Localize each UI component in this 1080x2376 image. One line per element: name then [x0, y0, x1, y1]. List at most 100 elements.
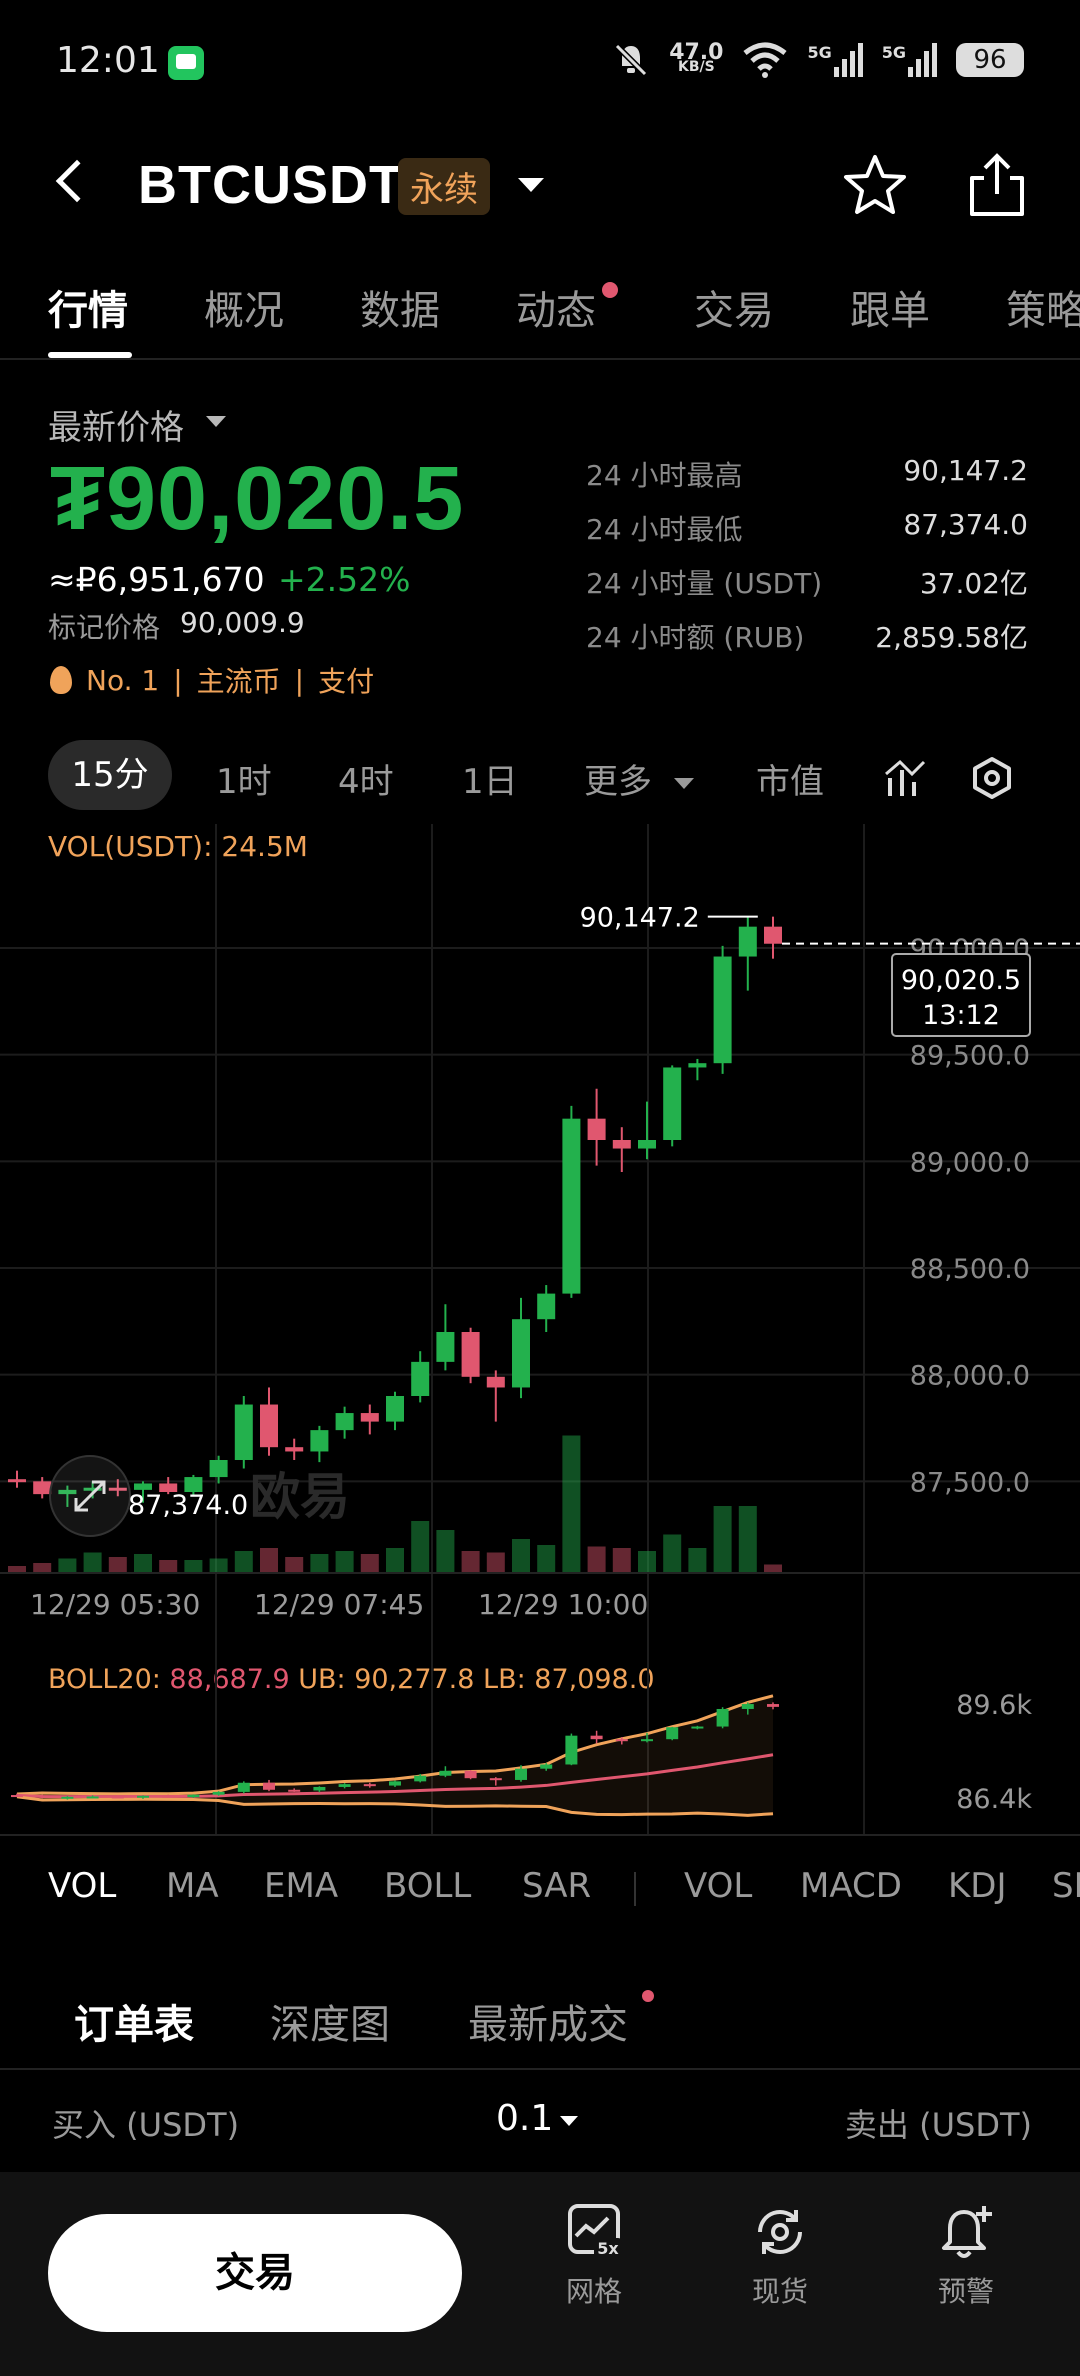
sub-indicator-kdj[interactable]: KDJ: [948, 1866, 1007, 1906]
time-axis: 12/29 05:30 12/29 07:45 12/29 10:00: [0, 1572, 1080, 1640]
y-tick-label: 87,500.0: [910, 1467, 1030, 1498]
candle-body: [159, 1483, 178, 1492]
volume-bar: [360, 1554, 379, 1572]
candle-body: [486, 1376, 505, 1388]
volume-bar: [713, 1506, 732, 1572]
status-time: 12:01: [56, 40, 160, 81]
indicator-sar[interactable]: SAR: [522, 1866, 592, 1906]
candle-body: [638, 1140, 656, 1149]
tab-depth-chart[interactable]: 深度图: [270, 2002, 390, 2048]
volume-label: VOL(USDT): 24.5M: [48, 830, 308, 863]
mini-candle-body: [212, 1791, 225, 1795]
volume-bar: [663, 1534, 682, 1572]
indicator-divider: [634, 1872, 636, 1906]
interval-15m[interactable]: 15分: [48, 740, 172, 810]
share-icon[interactable]: [966, 152, 1028, 218]
tab-strategy[interactable]: 策略: [1006, 288, 1080, 334]
interval-1d[interactable]: 1日: [462, 762, 518, 802]
candle-body: [688, 1063, 707, 1068]
payment-tag[interactable]: 支付: [318, 665, 375, 698]
order-book-header: 买入 (USDT) 0.1 卖出 (USDT): [0, 2070, 1080, 2174]
interval-more[interactable]: 更多: [584, 762, 652, 802]
candle-body: [738, 926, 757, 957]
stat-24h-volume: 24 小时量 (USDT) 37.02亿: [586, 567, 1028, 600]
candle-body: [260, 1404, 278, 1448]
volume-bar: [738, 1506, 757, 1572]
candle-body: [134, 1483, 152, 1490]
back-arrow-icon[interactable]: [55, 159, 99, 203]
candlestick-chart[interactable]: 90,000.089,500.089,000.088,500.088,000.0…: [0, 824, 1080, 1640]
grid-button[interactable]: 5x 网格: [534, 2202, 654, 2310]
latest-price-label[interactable]: 最新价格: [48, 408, 184, 448]
candle-body: [587, 1118, 606, 1140]
indicator-ma[interactable]: MA: [166, 1866, 219, 1906]
trade-button[interactable]: 交易: [48, 2214, 462, 2332]
sub-indicator-vol[interactable]: VOL: [684, 1866, 753, 1906]
interval-4h[interactable]: 4时: [338, 762, 394, 802]
candle-body: [663, 1067, 682, 1140]
chevron-down-icon[interactable]: [674, 778, 694, 789]
volume-bar: [461, 1551, 480, 1572]
tab-trade[interactable]: 交易: [694, 288, 774, 334]
tab-recent-trades[interactable]: 最新成交: [468, 2002, 628, 2048]
volume-bar: [310, 1554, 329, 1572]
tab-order-book[interactable]: 订单表: [74, 2002, 194, 2048]
indicator-ema[interactable]: EMA: [264, 1866, 339, 1906]
low-price-label: 87,374.0: [128, 1490, 248, 1521]
tab-market[interactable]: 行情: [48, 288, 128, 334]
chevron-down-icon[interactable]: [560, 2116, 578, 2126]
feed-notification-dot: [602, 282, 618, 298]
coin-tags: No. 1 | 主流币 | 支付: [50, 660, 374, 700]
volume-bar: [260, 1548, 278, 1572]
y-tick-label: 88,000.0: [910, 1361, 1030, 1392]
interval-1h[interactable]: 1时: [216, 762, 272, 802]
candle-body: [713, 956, 732, 1064]
indicator-chart-icon[interactable]: [884, 758, 926, 798]
boll-band-fill: [17, 1695, 773, 1816]
candle-body: [360, 1413, 379, 1422]
tab-copy-trading[interactable]: 跟单: [850, 288, 930, 334]
candle-body: [461, 1332, 480, 1377]
symbol-dropdown-icon[interactable]: [518, 178, 544, 192]
mini-candle-body: [187, 1794, 200, 1798]
boll-axis-high: 89.6k: [956, 1690, 1032, 1721]
tab-data[interactable]: 数据: [360, 288, 440, 334]
symbol-title[interactable]: BTCUSDT: [138, 155, 403, 215]
mini-candle-body: [767, 1704, 779, 1707]
spot-button[interactable]: 现货: [720, 2202, 840, 2310]
tab-overview[interactable]: 概况: [204, 288, 284, 334]
mainstream-tag[interactable]: 主流币: [196, 665, 281, 698]
volume-bar: [108, 1557, 127, 1572]
tag-separator: |: [173, 663, 183, 697]
boll-lower-line: [16, 1795, 774, 1817]
alert-button[interactable]: 预警: [906, 2202, 1026, 2310]
indicator-vol[interactable]: VOL: [48, 1866, 117, 1906]
stat-24h-low: 24 小时最低 87,374.0: [586, 508, 1028, 546]
sell-column-label: 卖出 (USDT): [844, 2106, 1032, 2144]
volume-bar: [638, 1551, 656, 1572]
market-cap-toggle[interactable]: 市值: [756, 762, 824, 802]
chart-settings-icon[interactable]: [970, 756, 1014, 800]
sub-indicator-macd[interactable]: MACD: [800, 1866, 902, 1906]
indicator-boll[interactable]: BOLL: [384, 1866, 472, 1906]
volume-bar: [134, 1554, 152, 1572]
mark-price-value: 90,009.9: [180, 606, 305, 639]
mute-bell-icon: [615, 43, 648, 77]
candle-body: [411, 1361, 430, 1396]
precision-selector[interactable]: 0.1: [496, 2098, 554, 2139]
volume-bar: [562, 1435, 581, 1572]
sub-indicator-srsi[interactable]: SRSI: [1052, 1866, 1080, 1906]
volume-bar: [285, 1557, 304, 1572]
favorite-star-icon[interactable]: [842, 152, 908, 218]
last-price: ₮90,020.5: [50, 449, 465, 549]
volume-bar: [587, 1546, 606, 1572]
rank-tag[interactable]: No. 1: [86, 663, 160, 697]
mini-candle-body: [111, 1796, 124, 1799]
candle-body: [386, 1396, 404, 1422]
boll-chart[interactable]: [0, 1640, 1080, 1836]
tab-feed[interactable]: 动态: [516, 288, 596, 334]
price-type-dropdown-icon[interactable]: [206, 416, 226, 427]
volume-bar: [335, 1551, 354, 1572]
expand-arrows-icon: [74, 1480, 106, 1512]
mini-candle-body: [313, 1786, 326, 1791]
